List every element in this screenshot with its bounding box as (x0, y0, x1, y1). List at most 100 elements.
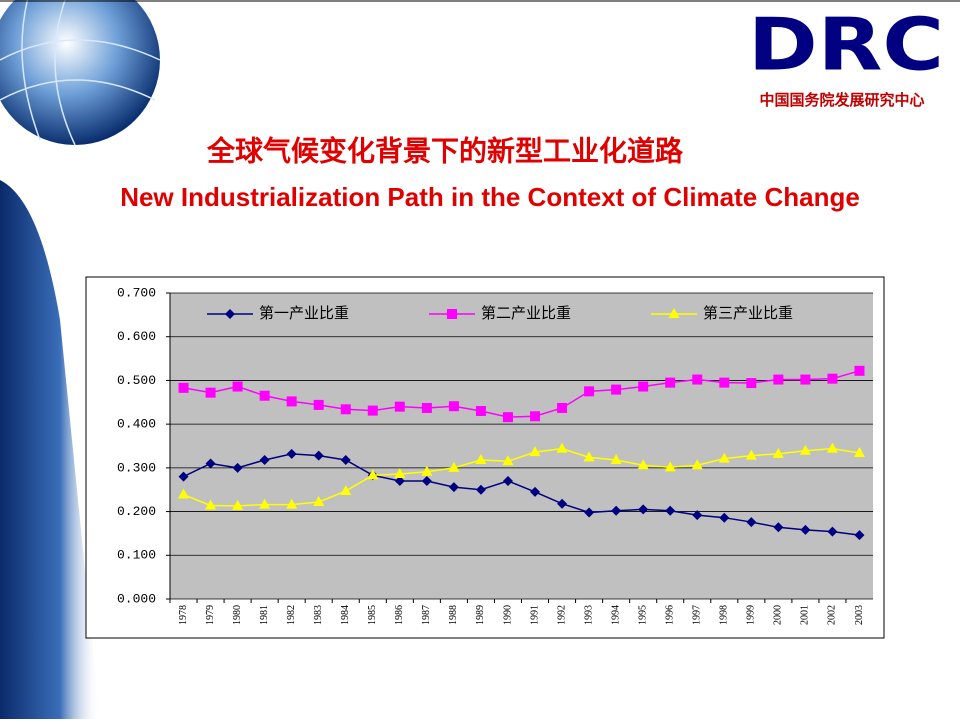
globe-lines (0, 0, 161, 146)
y-tick-label: 0.100 (117, 548, 156, 563)
x-tick-label: 2000 (773, 605, 784, 625)
point (340, 485, 352, 496)
x-tick-label: 1980 (232, 605, 243, 625)
point (773, 374, 784, 385)
x-tick-label: 1993 (583, 605, 594, 625)
point (259, 498, 271, 509)
point (313, 399, 324, 410)
plot: 0.000 0.100 0.200 0.300 0.400 0.500 0.600 0.700… (117, 285, 873, 625)
point (232, 381, 243, 392)
edge-decoration (0, 180, 100, 719)
point (448, 482, 459, 493)
series-line (183, 447, 860, 507)
x-tick-label: 1996 (665, 605, 676, 625)
point (583, 451, 595, 462)
point (611, 505, 622, 516)
point (853, 446, 865, 457)
y-tick-label: 0.700 (117, 285, 156, 300)
point (827, 526, 838, 537)
point (610, 453, 622, 464)
point (854, 530, 865, 541)
x-tick-label: 1986 (394, 605, 405, 625)
title-en: New Industrialization Path in the Contex… (120, 182, 860, 212)
point (668, 308, 680, 318)
legend-label: 第一产业比重 (259, 304, 349, 322)
point (826, 442, 838, 453)
point (421, 402, 432, 413)
point (259, 390, 270, 401)
x-tick-label: 1978 (178, 605, 189, 625)
point (584, 507, 595, 518)
x-tick-label: 1984 (340, 605, 351, 625)
point (637, 459, 649, 470)
point (800, 524, 811, 535)
point (448, 461, 460, 472)
x-tick-label: 2001 (800, 605, 811, 625)
point (719, 512, 730, 523)
point (259, 454, 270, 465)
legend-label: 第三产业比重 (703, 304, 793, 322)
point (664, 461, 676, 472)
y-tick-label: 0.500 (117, 373, 156, 388)
y-tick-label: 0.600 (117, 329, 156, 344)
point (827, 373, 838, 384)
point (286, 396, 297, 407)
point (340, 454, 351, 465)
point (718, 452, 730, 463)
point (205, 458, 216, 469)
point (367, 469, 379, 480)
point (286, 448, 297, 459)
point (502, 475, 513, 486)
point (475, 484, 486, 495)
point (475, 406, 486, 417)
x-tick-label: 1997 (692, 605, 703, 625)
x-tick-label: 1999 (746, 605, 757, 625)
point (340, 404, 351, 415)
point (178, 471, 189, 482)
point (205, 387, 216, 398)
x-tick-label: 1982 (286, 605, 297, 625)
x-tick-label: 1991 (529, 605, 540, 625)
y-tick-label: 0.300 (117, 460, 156, 475)
x-tick-label: 1983 (313, 605, 324, 625)
point (854, 365, 865, 376)
y-tick-label: 0.000 (117, 591, 156, 606)
point (745, 449, 757, 460)
point (178, 488, 190, 499)
x-tick-label: 2003 (854, 605, 865, 625)
plot-background (170, 293, 873, 599)
point (394, 467, 406, 478)
org-name: 中国国务院发展研究中心 (759, 91, 924, 109)
point (530, 411, 541, 422)
point (638, 381, 649, 392)
title-cn: 全球气候变化背景下的新型工业化道路 (206, 134, 684, 166)
point (530, 486, 541, 497)
point (286, 498, 298, 509)
point (691, 459, 703, 470)
point (584, 386, 595, 397)
point (611, 384, 622, 395)
point (557, 402, 568, 413)
point (232, 499, 244, 510)
point (692, 510, 703, 521)
x-tick-label: 1979 (205, 605, 216, 625)
point (394, 401, 405, 412)
point (719, 377, 730, 388)
point (475, 453, 487, 464)
y-tick-label: 0.200 (117, 504, 156, 519)
point (772, 447, 784, 458)
point (313, 450, 324, 461)
point (178, 382, 189, 393)
logo: DRC (748, 3, 944, 87)
point (367, 405, 378, 416)
point (800, 374, 811, 385)
point (502, 455, 514, 466)
point (232, 462, 243, 473)
point (799, 444, 811, 455)
legend-label: 第二产业比重 (481, 304, 571, 322)
x-tick-label: 1987 (421, 605, 432, 625)
x-tick-label: 1989 (475, 605, 486, 625)
point (638, 504, 649, 515)
globe (0, 0, 160, 145)
